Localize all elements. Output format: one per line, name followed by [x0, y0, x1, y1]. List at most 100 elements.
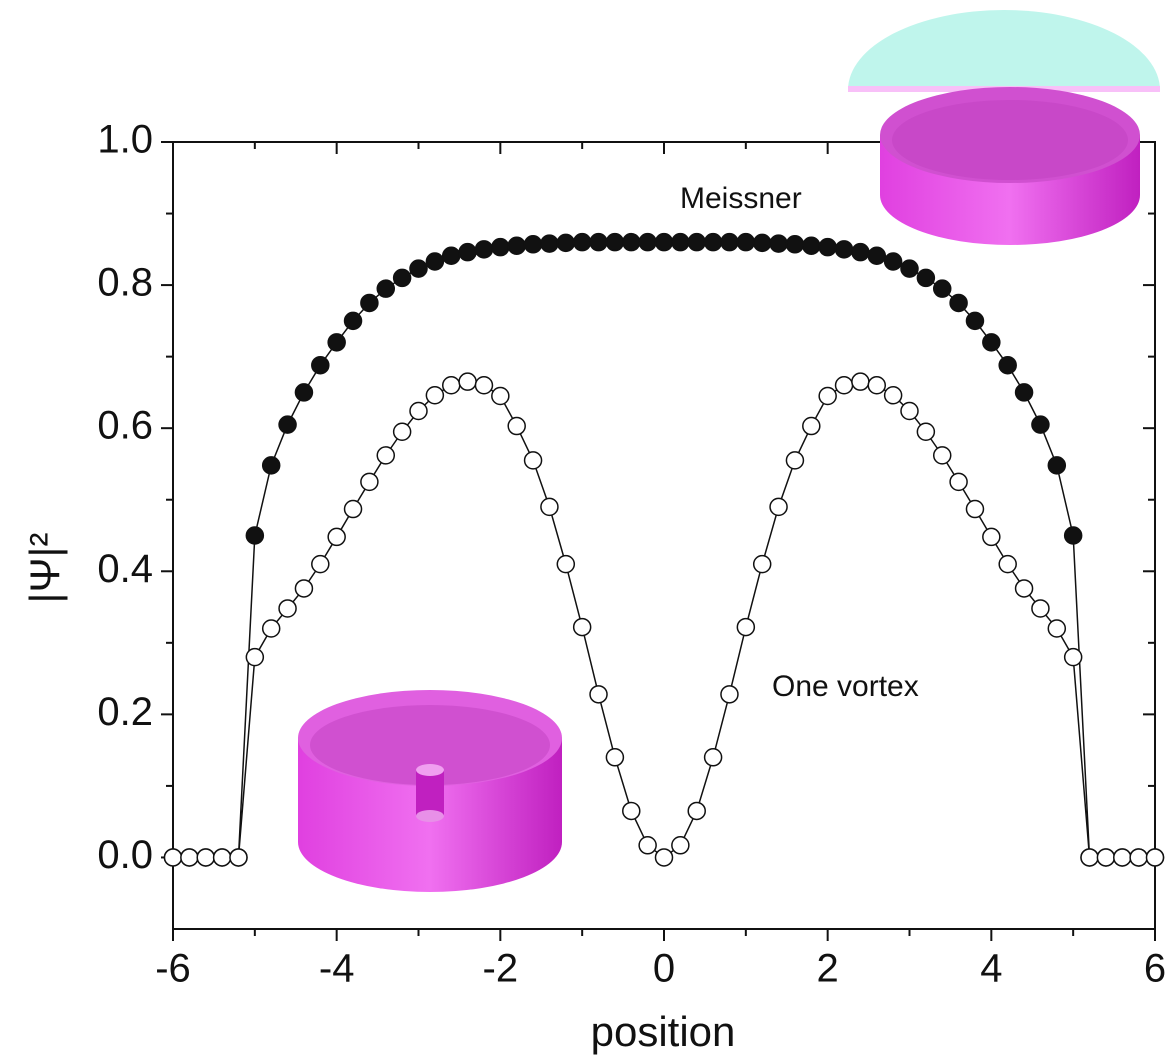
data-point — [703, 748, 723, 767]
data-point — [572, 617, 592, 637]
data-point — [376, 279, 396, 298]
data-point — [916, 268, 936, 288]
data-point — [458, 372, 477, 391]
data-point — [1047, 456, 1067, 475]
plot-frame — [172, 141, 1156, 930]
data-point — [949, 472, 968, 492]
data-point — [802, 416, 821, 436]
data-point — [720, 232, 739, 252]
data-point — [1113, 848, 1132, 867]
data-point — [638, 836, 657, 855]
data-point — [294, 383, 314, 402]
series-line — [173, 241, 1155, 859]
data-point — [425, 386, 445, 405]
annotation: One vortex — [772, 670, 919, 703]
data-point — [867, 376, 887, 395]
data-point — [212, 848, 232, 867]
data-point — [1145, 848, 1165, 867]
data-point — [851, 372, 870, 391]
data-point — [1014, 579, 1034, 598]
data-point — [916, 422, 936, 442]
data-point — [769, 234, 788, 253]
data-point — [998, 355, 1017, 375]
data-point — [785, 235, 805, 254]
data-point — [1063, 647, 1083, 667]
data-point — [474, 376, 494, 395]
data-point — [441, 246, 461, 266]
data-point — [327, 527, 346, 547]
x-tick-label: 4 — [980, 947, 1002, 991]
data-point — [605, 232, 625, 252]
series-line — [173, 380, 1155, 859]
data-point — [998, 554, 1017, 574]
data-point — [327, 333, 346, 352]
data-point — [376, 446, 396, 465]
data-point — [343, 311, 363, 331]
x-tick-label: -4 — [319, 947, 355, 991]
data-point — [818, 237, 837, 257]
data-point — [507, 416, 526, 436]
data-point — [867, 246, 887, 266]
data-point — [523, 451, 543, 470]
data-point — [818, 386, 837, 406]
y-tick-label: 0.6 — [97, 404, 153, 448]
data-point — [392, 268, 412, 288]
data-point — [392, 422, 412, 442]
data-point — [540, 497, 559, 517]
data-point — [1129, 848, 1148, 867]
data-point — [965, 499, 985, 519]
y-tick-label: 1.0 — [97, 118, 153, 162]
data-point — [1096, 848, 1116, 867]
data-point — [261, 619, 281, 638]
data-point — [802, 236, 821, 255]
data-point — [703, 232, 723, 252]
data-point — [540, 234, 559, 253]
data-point — [834, 240, 854, 259]
y-tick-label: 0.8 — [97, 261, 153, 305]
data-point — [720, 685, 739, 704]
data-point — [360, 293, 379, 313]
data-point — [736, 617, 756, 637]
data-point — [1080, 848, 1099, 867]
data-point — [900, 259, 919, 278]
data-point — [163, 848, 183, 867]
x-tick-label: 0 — [653, 947, 675, 991]
data-point — [622, 232, 641, 252]
data-point — [965, 311, 985, 331]
data-point — [752, 233, 772, 253]
data-point — [1047, 619, 1067, 638]
data-point — [654, 848, 674, 867]
data-point — [638, 232, 657, 252]
data-point — [1063, 526, 1083, 545]
data-point — [1031, 599, 1050, 618]
x-tick-label: 6 — [1144, 947, 1166, 991]
data-point — [474, 240, 494, 259]
data-point — [932, 446, 952, 465]
y-tick-label: 0.2 — [97, 690, 153, 734]
data-point — [851, 242, 870, 262]
data-point — [900, 401, 919, 421]
data-point — [932, 279, 952, 298]
data-point — [785, 451, 805, 470]
x-tick-label: -2 — [483, 947, 519, 991]
data-point — [556, 554, 576, 574]
data-point — [687, 232, 706, 252]
data-point — [491, 237, 510, 257]
data-point — [736, 232, 756, 252]
data-point — [1014, 383, 1034, 402]
data-point — [294, 579, 314, 598]
y-tick-label: 0.0 — [97, 833, 153, 877]
x-axis-label: position — [591, 1008, 736, 1055]
data-point — [589, 685, 608, 704]
y-tick-label: 0.4 — [97, 547, 153, 591]
x-tick-label: 2 — [817, 947, 839, 991]
data-point — [409, 401, 428, 421]
data-point — [883, 252, 903, 271]
data-point — [982, 333, 1001, 352]
data-point — [654, 232, 674, 252]
data-point — [229, 848, 248, 867]
data-point — [425, 252, 445, 271]
data-point — [752, 554, 772, 574]
data-point — [949, 293, 968, 313]
